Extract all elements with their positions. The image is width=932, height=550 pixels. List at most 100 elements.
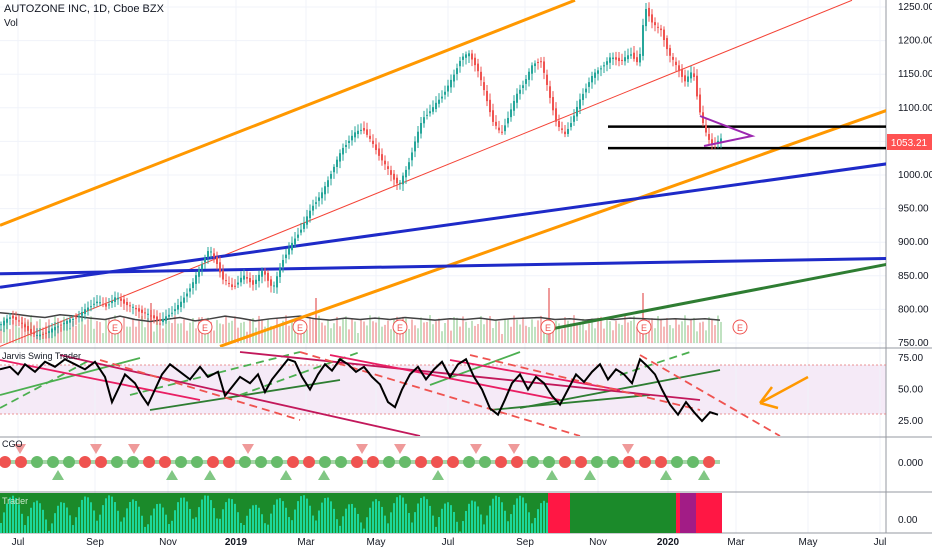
cgo-triangle-up <box>204 470 216 480</box>
third-bar <box>438 517 440 533</box>
swing-trend-line-15 <box>299 351 581 436</box>
volume-bar <box>381 326 383 343</box>
cgo-dot <box>271 456 283 468</box>
third-bar <box>501 502 503 533</box>
third-bar <box>33 502 35 533</box>
candle-body <box>495 121 497 126</box>
third-bar <box>531 523 533 533</box>
candle-body <box>93 303 95 305</box>
candle-body <box>600 68 602 70</box>
candle-body <box>153 315 155 319</box>
third-bar <box>222 509 224 533</box>
third-bar <box>216 518 218 533</box>
third-bar <box>528 512 530 533</box>
volume-bar <box>273 327 275 343</box>
candle-body <box>240 277 242 283</box>
volume-bar <box>81 315 83 343</box>
candle-body <box>306 216 308 225</box>
cgo-dot <box>655 456 667 468</box>
third-bar <box>327 497 329 533</box>
candle-body <box>447 85 449 92</box>
candle-body <box>300 229 302 233</box>
swing-trend-line-14 <box>639 354 781 436</box>
cgo-dot <box>95 456 107 468</box>
third-bar <box>75 517 77 533</box>
time-tick-5: May <box>367 537 386 548</box>
third-bar <box>105 498 107 533</box>
candle-body <box>507 117 509 124</box>
volume-bar <box>252 318 254 343</box>
third-bar <box>156 504 158 533</box>
candle-body <box>144 312 146 314</box>
swing-oscillator-line <box>0 357 719 423</box>
volume-bar <box>6 319 8 343</box>
volume-bar <box>654 328 656 343</box>
cgo-dot <box>255 456 267 468</box>
candle-body <box>141 309 143 313</box>
time-axis[interactable]: Jul Sep Nov 2019 Mar May Jul Sep Nov 2020 Mar May Ju… <box>12 537 887 548</box>
third-bar <box>192 518 194 533</box>
candle-body <box>414 141 416 152</box>
swing-indicator-label: Jarvis Swing Trader <box>2 351 82 361</box>
earnings-marker-6 <box>732 319 748 335</box>
volume-bar <box>141 315 143 343</box>
third-bar <box>342 516 344 533</box>
price-tick-0: 1250.00 <box>898 2 932 13</box>
volume-bar <box>462 316 464 343</box>
candle-body <box>312 205 314 211</box>
volume-bar <box>366 325 368 343</box>
candle-body <box>675 61 677 66</box>
candle-body <box>510 109 512 118</box>
volume-bar <box>555 320 557 343</box>
volume-bar <box>0 329 2 343</box>
candle-body <box>258 274 260 282</box>
earnings-marker-label-4: E <box>545 323 551 333</box>
candle-body <box>462 56 464 60</box>
cgo-dot <box>79 456 91 468</box>
candle-body <box>255 279 257 284</box>
candle-body <box>663 29 665 41</box>
cgo-triangle-up <box>698 470 710 480</box>
candle-body <box>297 234 299 238</box>
price-tick-1: 1200.00 <box>898 36 932 47</box>
third-bar <box>177 502 179 533</box>
third-bar <box>87 497 89 533</box>
volume-bar <box>72 320 74 343</box>
volume-bar <box>387 320 389 343</box>
third-bar <box>30 507 32 533</box>
cgo-dot <box>511 456 523 468</box>
candle-body <box>222 270 224 280</box>
volume-bar <box>666 318 668 343</box>
cgo-dot <box>207 456 219 468</box>
volume-bar <box>255 327 257 343</box>
price-axis[interactable]: 1250.001200.001150.001100.001050.001000.… <box>898 2 932 526</box>
volume-bar <box>375 322 377 343</box>
swing-trend-line-17 <box>469 354 701 411</box>
third-bar <box>45 519 47 533</box>
volume-bar <box>489 316 491 343</box>
candle-body <box>546 74 548 85</box>
candle-body <box>39 334 41 337</box>
volume-bar <box>309 316 311 343</box>
volume-bar <box>459 326 461 343</box>
volume-bar <box>285 315 287 343</box>
third-bar <box>375 499 377 533</box>
candle-body <box>444 91 446 95</box>
candle-body <box>354 132 356 138</box>
volume-bar <box>12 320 14 343</box>
cgo-dot <box>335 456 347 468</box>
third-bar <box>108 495 110 533</box>
candle-body <box>189 288 191 292</box>
candle-body <box>345 144 347 148</box>
candle-body <box>387 166 389 169</box>
candle-body <box>294 238 296 245</box>
third-bar <box>54 513 56 533</box>
swing-trend-line-1 <box>0 359 91 409</box>
cgo-dot <box>527 456 539 468</box>
third-indicator <box>0 493 722 533</box>
cgo-dot <box>623 456 635 468</box>
third-bar <box>162 507 164 533</box>
third-bar <box>543 500 545 533</box>
candle-body <box>648 7 650 17</box>
